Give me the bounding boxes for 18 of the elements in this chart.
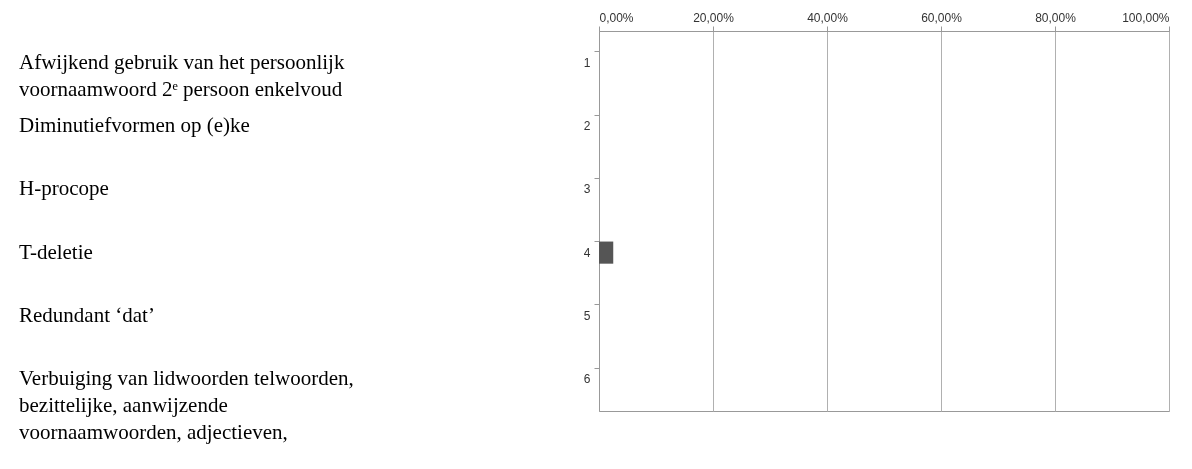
text: H-procope [19,176,109,201]
text: Verbuiging van lidwoorden telwoorden, bezittelijke, aanwijzende voornaamwoorden, adjectieven, [19,366,354,445]
y-tick-label: 2 [583,119,591,134]
y-tick-label: 3 [583,182,591,197]
x-tick-label: 40,00% [807,10,849,25]
x-tick-label: 80,00% [1035,10,1077,25]
x-tick-label: 60,00% [921,10,963,25]
x-tick-label: 0,00% [599,10,634,25]
y-tick-label: 6 [583,372,591,387]
x-tick-label: 20,00% [693,10,735,25]
text: T-deletie [19,239,93,264]
x-tick-label: 100,00% [1122,10,1170,25]
y-tick-label: 5 [583,308,591,323]
text: Afwijkend gebruik van het persoonlijk voornaamwoord 2ᵉ persoon enkelvoud [19,49,345,101]
y-tick-label: 1 [583,55,591,70]
y-tick-label: 4 [583,245,591,260]
text: Diminutiefvormen op (e)ke [19,113,250,137]
text: Redundant ‘dat’ [19,303,155,327]
